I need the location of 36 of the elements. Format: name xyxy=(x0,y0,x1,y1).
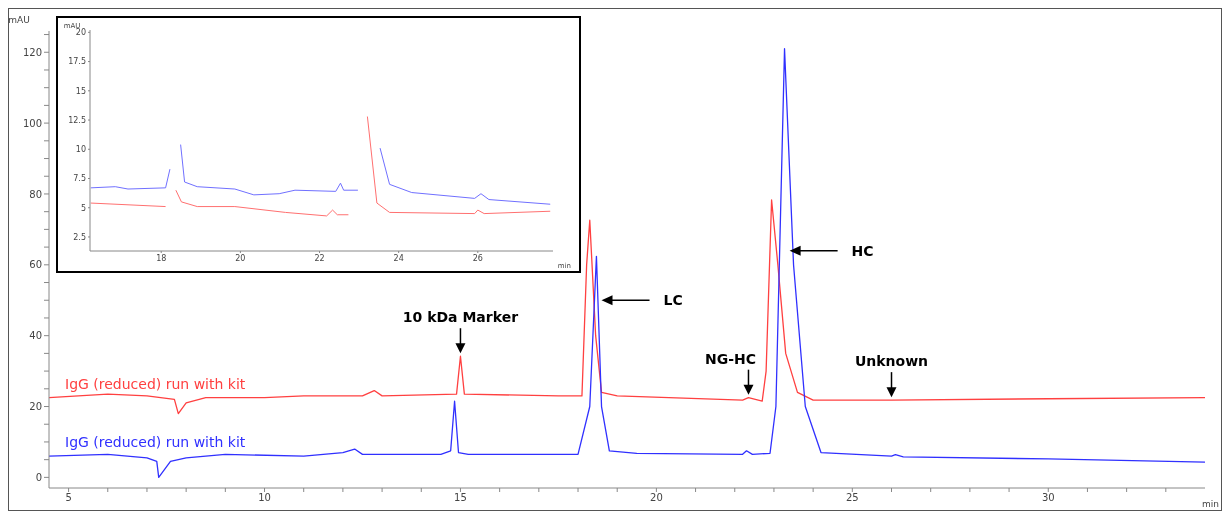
y-tick-label: 12.5 xyxy=(68,115,86,125)
series-label: IgG (reduced) run with kit xyxy=(65,375,246,392)
y-tick-label: 80 xyxy=(29,188,42,200)
line-series xyxy=(49,199,1205,415)
annotation: Unknown xyxy=(854,353,929,370)
y-tick-label: 5 xyxy=(80,203,86,213)
y-tick-label: 100 xyxy=(22,117,42,129)
y-tick-label: 7.5 xyxy=(73,174,86,184)
x-tick-label: 15 xyxy=(454,492,467,504)
series-label: IgG (reduced) run with kit xyxy=(65,434,246,451)
y-tick-label: 0 xyxy=(35,471,42,483)
y-axis-title: mAU xyxy=(8,15,30,25)
x-tick-label: 30 xyxy=(1041,492,1055,504)
y-tick-label: 2.5 xyxy=(73,232,86,242)
y-tick-label: 40 xyxy=(29,330,42,342)
x-tick-label: 18 xyxy=(156,253,167,263)
y-tick-label: 120 xyxy=(22,46,42,58)
y-tick-label: 20 xyxy=(29,401,42,413)
y-tick-label: 15 xyxy=(75,86,86,96)
annotation: LC xyxy=(663,292,683,309)
x-tick-label: 20 xyxy=(235,253,246,263)
x-tick-label: 25 xyxy=(845,492,859,504)
x-tick-label: 10 xyxy=(258,492,271,504)
x-tick-label: 22 xyxy=(314,253,325,263)
x-axis-title: min xyxy=(1202,499,1219,509)
y-tick-label: 17.5 xyxy=(68,57,86,67)
x-tick-label: 26 xyxy=(472,253,483,263)
x-tick-label: 20 xyxy=(650,492,663,504)
y-tick-label: 60 xyxy=(29,259,42,271)
annotation: HC xyxy=(851,242,874,259)
y-tick-label: 20 xyxy=(75,28,86,38)
y-tick-label: 10 xyxy=(75,145,86,155)
line-series xyxy=(49,48,1205,479)
annotation: NG-HC xyxy=(704,350,756,367)
annotation: 10 kDa Marker xyxy=(402,309,519,326)
x-tick-label: 24 xyxy=(393,253,404,263)
